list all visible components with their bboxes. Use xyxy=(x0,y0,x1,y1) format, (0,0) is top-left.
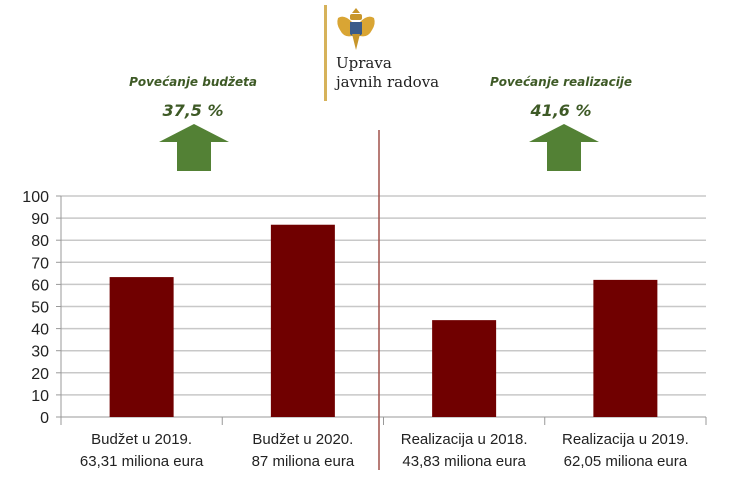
x-tick-label: Budžet u 2019. xyxy=(91,431,192,448)
x-tick-label: Realizacija u 2019. xyxy=(562,431,689,448)
x-tick-label: 63,31 miliona eura xyxy=(80,453,204,470)
header-divider xyxy=(324,5,327,101)
increase-label: Povećanje budžeta xyxy=(129,75,257,89)
coat-of-arms-logo xyxy=(337,8,375,50)
increase-value: 41,6 % xyxy=(530,101,592,120)
arrow-up-icon xyxy=(529,124,599,171)
y-tick-label: 0 xyxy=(40,410,49,427)
x-tick-label: 43,83 miliona eura xyxy=(402,453,526,470)
y-tick-label: 100 xyxy=(22,189,49,206)
x-tick-label: 87 miliona eura xyxy=(252,453,355,470)
budget-increase: Povećanje budžeta 37,5 % xyxy=(93,75,293,120)
x-tick-label: Budžet u 2020. xyxy=(252,431,353,448)
y-tick-label: 50 xyxy=(31,300,49,317)
arrow-up-icon xyxy=(159,124,229,171)
bar xyxy=(109,277,174,417)
bar xyxy=(270,224,335,417)
increase-label: Povećanje realizacije xyxy=(489,75,633,89)
bar xyxy=(593,279,658,417)
increase-value: 37,5 % xyxy=(162,101,224,120)
y-tick-label: 60 xyxy=(31,277,49,294)
y-tick-label: 80 xyxy=(31,233,49,250)
organization-name: Uprava javnih radova xyxy=(336,54,439,92)
y-tick-label: 10 xyxy=(31,388,49,405)
org-line-2: javnih radova xyxy=(336,73,440,91)
bar xyxy=(432,320,497,417)
y-tick-label: 20 xyxy=(31,366,49,383)
x-tick-label: Realizacija u 2018. xyxy=(401,431,528,448)
y-tick-label: 90 xyxy=(31,211,49,228)
y-tick-label: 30 xyxy=(31,344,49,361)
y-tick-label: 70 xyxy=(31,255,49,272)
realization-increase: Povećanje realizacije 41,6 % xyxy=(461,75,661,120)
x-tick-label: 62,05 miliona eura xyxy=(564,453,688,470)
y-tick-label: 40 xyxy=(31,322,49,339)
org-line-1: Uprava xyxy=(336,54,392,72)
